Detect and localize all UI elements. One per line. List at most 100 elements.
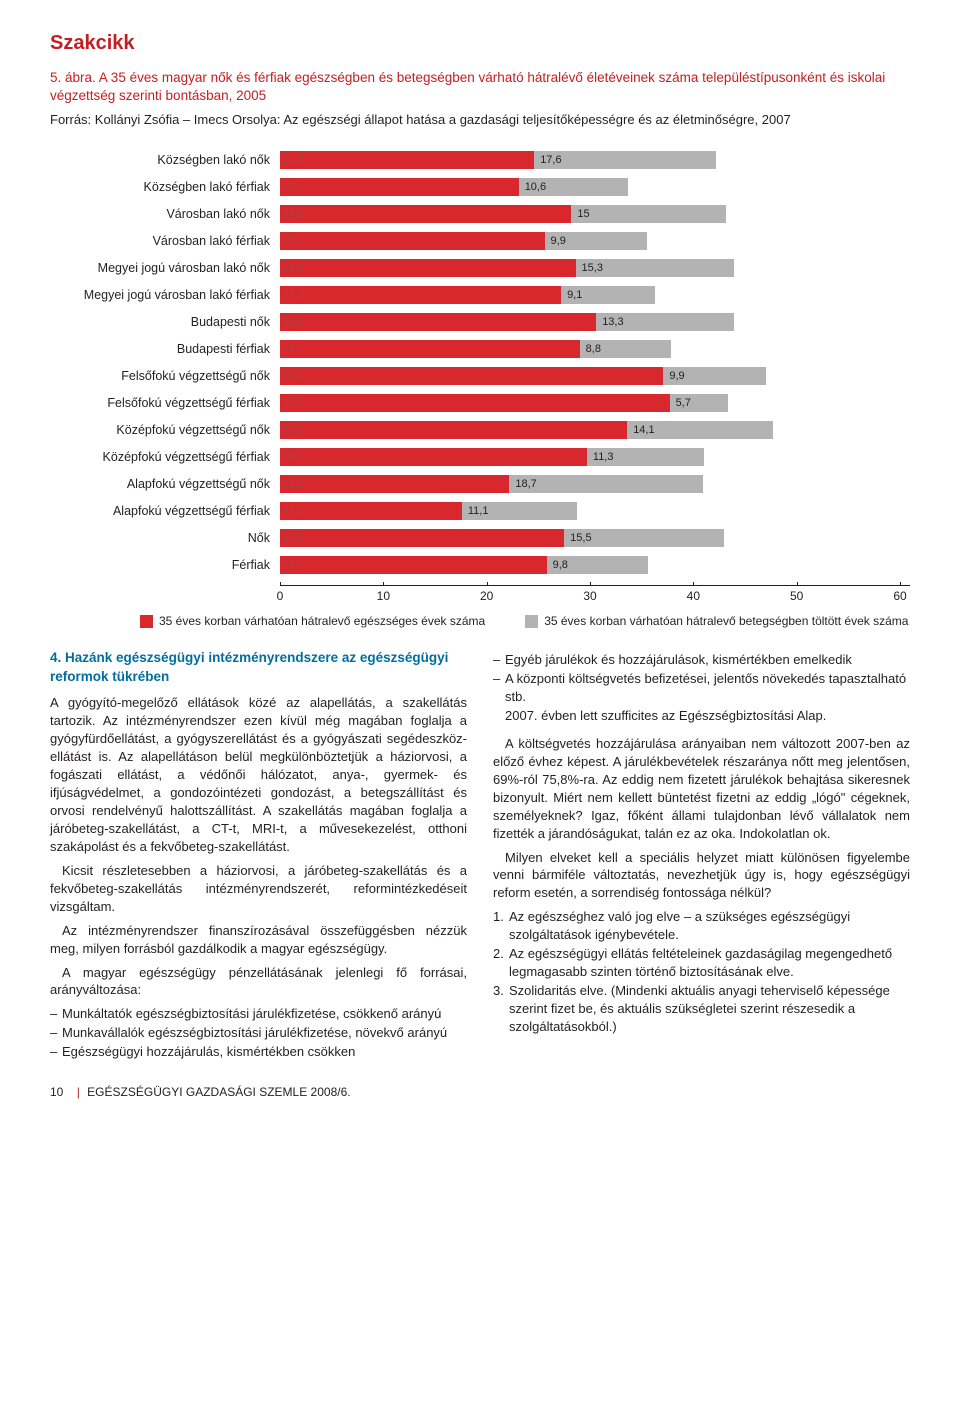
- chart-row-label: Középfokú végzettségű nők: [50, 422, 280, 439]
- bar-healthy-years: 33,6: [280, 421, 627, 439]
- bar-value: 29,7: [283, 450, 304, 465]
- bar-sick-years: 13,3: [596, 313, 733, 331]
- axis-tick-label: 30: [583, 588, 596, 604]
- chart-row: Községben lakó férfiak23,1 10,6: [50, 174, 910, 201]
- legend-label-1: 35 éves korban várhatóan hátralevő egész…: [159, 613, 485, 629]
- bar-sick-years: 10,6: [519, 178, 629, 196]
- bar-healthy-years: 25,6: [280, 232, 545, 250]
- chart-row-label: Felsőfokú végzettségű férfiak: [50, 395, 280, 412]
- figure-caption: 5. ábra. A 35 éves magyar nők és férfiak…: [50, 69, 910, 105]
- bar-sick-years: 9,1: [561, 286, 655, 304]
- bar-value: 11,3: [593, 450, 614, 465]
- right-column: Egyéb járulékok és hozzájárulások, kismé…: [493, 649, 910, 1062]
- list-number: 1.: [493, 908, 504, 926]
- bullet-item: Munkáltatók egészségbiztosítási járulékf…: [50, 1005, 467, 1023]
- bar-value: 14,1: [633, 423, 654, 438]
- bar-value: 37,1: [283, 369, 304, 384]
- bar-sick-years: 14,1: [627, 421, 773, 439]
- axis-tick-label: 20: [480, 588, 493, 604]
- chart-row: Felsőfokú végzettségű férfiak37,75,7: [50, 390, 910, 417]
- left-column: 4. Hazánk egészségügyi intézményrendszer…: [50, 649, 467, 1062]
- stacked-bar-chart: Községben lakó nők24,617,6Községben lakó…: [50, 147, 910, 603]
- chart-bar-group: 33,6 14,1: [280, 421, 910, 439]
- chart-row: Középfokú végzettségű nők33,6 14,1: [50, 417, 910, 444]
- section-header: Szakcikk: [50, 30, 910, 57]
- chart-row: Városban lakó nők28,2 15: [50, 201, 910, 228]
- bar-value: 18,7: [515, 477, 536, 492]
- bar-sick-years: 17,6: [534, 151, 716, 169]
- bar-value: 22,2: [283, 477, 304, 492]
- bar-value: 9,8: [553, 558, 568, 573]
- axis-tick-label: 60: [893, 588, 906, 604]
- chart-bar-group: 28,6 15,3: [280, 259, 910, 277]
- list-text: Szolidaritás elve. (Mindenki aktuális an…: [509, 983, 890, 1034]
- chart-row-label: Középfokú végzettségű férfiak: [50, 449, 280, 466]
- bar-healthy-years: 37,1: [280, 367, 663, 385]
- legend-label-2: 35 éves korban várhatóan hátralevő beteg…: [544, 613, 908, 629]
- bar-healthy-years: 30,6: [280, 313, 596, 331]
- chart-row: Községben lakó nők24,6 17,6: [50, 147, 910, 174]
- chart-row: Férfiak25,89,8: [50, 552, 910, 579]
- list-text: Az egészséghez való jog elve – a szükség…: [509, 909, 850, 942]
- bar-sick-years: 15,3: [576, 259, 734, 277]
- paragraph: A magyar egészségügy pénzellátásának jel…: [50, 964, 467, 1000]
- bullet-item: Egészségügyi hozzájárulás, kismértékben …: [50, 1043, 467, 1061]
- bar-value: 28,2: [283, 207, 304, 222]
- chart-bar-group: 24,6 17,6: [280, 151, 910, 169]
- bar-value: 15,5: [570, 531, 591, 546]
- chart-bar-group: 27,5 15,5: [280, 529, 910, 547]
- list-number: 3.: [493, 982, 504, 1000]
- bar-value: 30,6: [283, 315, 304, 330]
- chart-bar-group: 25,69,9: [280, 232, 910, 250]
- chart-row: Budapesti nők30,613,3: [50, 309, 910, 336]
- chart-row-label: Községben lakó nők: [50, 152, 280, 169]
- chart-row-label: Alapfokú végzettségű férfiak: [50, 503, 280, 520]
- bar-healthy-years: 27,5: [280, 529, 564, 547]
- bar-value: 29: [283, 342, 295, 357]
- numbered-list: 1. Az egészséghez való jog elve – a szüks…: [493, 908, 910, 1036]
- bar-value: 8,8: [586, 342, 601, 357]
- legend-item-1: 35 éves korban várhatóan hátralevő egész…: [140, 613, 485, 629]
- bar-sick-years: 11,3: [587, 448, 704, 466]
- footer-separator: |: [77, 1085, 80, 1099]
- chart-row-label: Községben lakó férfiak: [50, 179, 280, 196]
- chart-bar-group: 17,611,1: [280, 502, 910, 520]
- paragraph: Milyen elveket kell a speciális helyzet …: [493, 849, 910, 903]
- paragraph: A gyógyító-megelőző ellátások közé az al…: [50, 694, 467, 855]
- bar-value: 15,3: [582, 261, 603, 276]
- bar-value: 24,6: [283, 153, 304, 168]
- bar-healthy-years: 28,6: [280, 259, 576, 277]
- bar-value: 11,1: [468, 504, 489, 519]
- chart-bar-group: 22,2 18,7: [280, 475, 910, 493]
- bullet-list: Munkáltatók egészségbiztosítási járulékf…: [50, 1005, 467, 1061]
- journal-name: EGÉSZSÉGÜGYI GAZDASÁGI SZEMLE 2008/6.: [87, 1085, 350, 1099]
- chart-row-label: Városban lakó férfiak: [50, 233, 280, 250]
- chart-row-label: Városban lakó nők: [50, 206, 280, 223]
- bar-sick-years: 11,1: [462, 502, 577, 520]
- bar-sick-years: 15: [571, 205, 726, 223]
- bar-sick-years: 9,9: [663, 367, 765, 385]
- bar-healthy-years: 37,7: [280, 394, 670, 412]
- bar-value: 33,6: [283, 423, 304, 438]
- bar-healthy-years: 23,1: [280, 178, 519, 196]
- legend-item-2: 35 éves korban várhatóan hátralevő beteg…: [525, 613, 908, 629]
- chart-bar-group: 37,1 9,9: [280, 367, 910, 385]
- numbered-item: 2.Az egészségügyi ellátás feltételeinek …: [493, 945, 910, 981]
- chart-x-axis: 0102030405060: [50, 585, 910, 603]
- bar-healthy-years: 29: [280, 340, 580, 358]
- bar-value: 17,6: [540, 153, 561, 168]
- bar-value: 25,8: [283, 558, 304, 573]
- bar-sick-years: 8,8: [580, 340, 671, 358]
- axis-tick-label: 50: [790, 588, 803, 604]
- chart-legend: 35 éves korban várhatóan hátralevő egész…: [140, 613, 910, 629]
- chart-bar-group: 298,8: [280, 340, 910, 358]
- bar-sick-years: 9,8: [547, 556, 648, 574]
- chart-row: Alapfokú végzettségű férfiak17,611,1: [50, 498, 910, 525]
- figure-title: A 35 éves magyar nők és férfiak egészség…: [50, 70, 885, 103]
- bar-healthy-years: 25,8: [280, 556, 547, 574]
- bar-value: 37,7: [283, 396, 304, 411]
- bar-healthy-years: 24,6: [280, 151, 534, 169]
- bullet-list: Egyéb járulékok és hozzájárulások, kismé…: [493, 651, 910, 706]
- axis-line: 0102030405060: [280, 585, 910, 603]
- bar-value: 10,6: [525, 180, 546, 195]
